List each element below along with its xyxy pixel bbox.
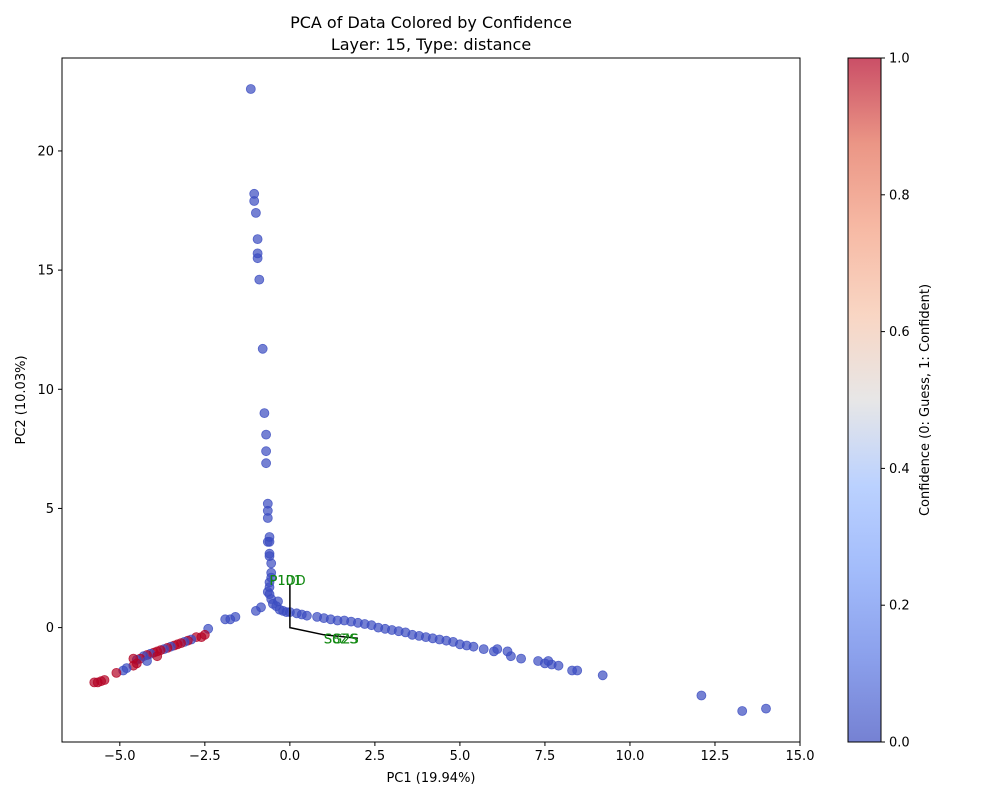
- y-tick-label: 5: [46, 502, 54, 517]
- y-axis: 0 5 10 15 20: [37, 144, 62, 636]
- y-tick-label: 0: [46, 621, 54, 636]
- chart-title: PCA of Data Colored by Confidence: [290, 13, 572, 32]
- x-tick-label: 15.0: [786, 749, 815, 764]
- colorbar: 0.0 0.2 0.4 0.6 0.8 1.0 Confidence (0: Guess,…: [847, 52, 933, 751]
- data-point: [257, 343, 268, 354]
- x-tick-label: 0.0: [280, 749, 301, 764]
- x-axis: −5.0 −2.5 0.0 2.5 5.0 7.5 10.0 12.5 15.0: [104, 742, 814, 764]
- data-point: [254, 274, 265, 285]
- data-point: [252, 234, 263, 245]
- annotation-label: SG2S: [324, 632, 359, 647]
- annotation-label: P1DD: [270, 574, 306, 589]
- data-point: [262, 513, 273, 523]
- y-tick-label: 20: [37, 144, 54, 159]
- data-point: [492, 644, 503, 654]
- data-point: [266, 558, 277, 569]
- points-layer: [89, 84, 771, 716]
- data-point: [261, 429, 272, 440]
- data-point: [111, 668, 122, 678]
- colorbar-gradient: [848, 58, 881, 742]
- colorbar-tick-label: 0.0: [889, 736, 910, 751]
- y-axis-label: PC2 (10.03%): [14, 355, 29, 444]
- data-point: [249, 196, 260, 206]
- x-tick-label: 5.0: [450, 749, 471, 764]
- data-point: [516, 653, 526, 664]
- colorbar-tick-label: 1.0: [889, 52, 910, 67]
- annotation-label: S8ZS: [324, 632, 358, 647]
- data-point: [142, 656, 152, 666]
- annotation-label: P101: [270, 574, 303, 589]
- x-tick-label: −2.5: [189, 749, 221, 764]
- data-point: [252, 253, 263, 264]
- data-point: [505, 651, 516, 662]
- data-point: [597, 670, 608, 681]
- x-tick-label: 12.5: [701, 749, 730, 764]
- colorbar-tick-label: 0.4: [889, 462, 910, 477]
- x-tick-label: 2.5: [365, 749, 386, 764]
- colorbar-tick-label: 0.6: [889, 325, 910, 340]
- data-point: [696, 690, 707, 701]
- data-point: [553, 660, 564, 671]
- y-tick-label: 10: [37, 383, 54, 398]
- data-point: [245, 84, 256, 94]
- colorbar-tick-label: 0.8: [889, 188, 910, 203]
- data-point: [256, 602, 266, 613]
- data-point: [89, 677, 100, 688]
- colorbar-tick-label: 0.2: [889, 599, 910, 614]
- plot-frame: [61, 57, 801, 743]
- data-point: [250, 207, 261, 218]
- data-point: [259, 408, 270, 419]
- data-point: [761, 703, 771, 714]
- x-tick-label: 7.5: [535, 749, 556, 764]
- data-point: [572, 665, 583, 676]
- data-point: [264, 536, 275, 547]
- data-point: [468, 641, 479, 652]
- data-point: [261, 458, 272, 469]
- colorbar-ticks: 0.0 0.2 0.4 0.6 0.8 1.0: [881, 52, 910, 751]
- x-axis-label: PC1 (19.94%): [386, 771, 475, 786]
- chart-subtitle: Layer: 15, Type: distance: [331, 35, 531, 54]
- data-point: [301, 610, 312, 621]
- data-point: [478, 644, 489, 654]
- annotation-line: [289, 584, 358, 640]
- data-point: [152, 651, 163, 662]
- data-point: [261, 446, 272, 457]
- colorbar-frame: [847, 57, 882, 743]
- x-tick-label: 10.0: [615, 749, 644, 764]
- data-point: [737, 706, 748, 716]
- colorbar-label: Confidence (0: Guess, 1: Confident): [918, 284, 933, 516]
- x-tick-label: −5.0: [104, 749, 136, 764]
- y-tick-label: 15: [37, 264, 54, 279]
- data-point: [220, 614, 231, 625]
